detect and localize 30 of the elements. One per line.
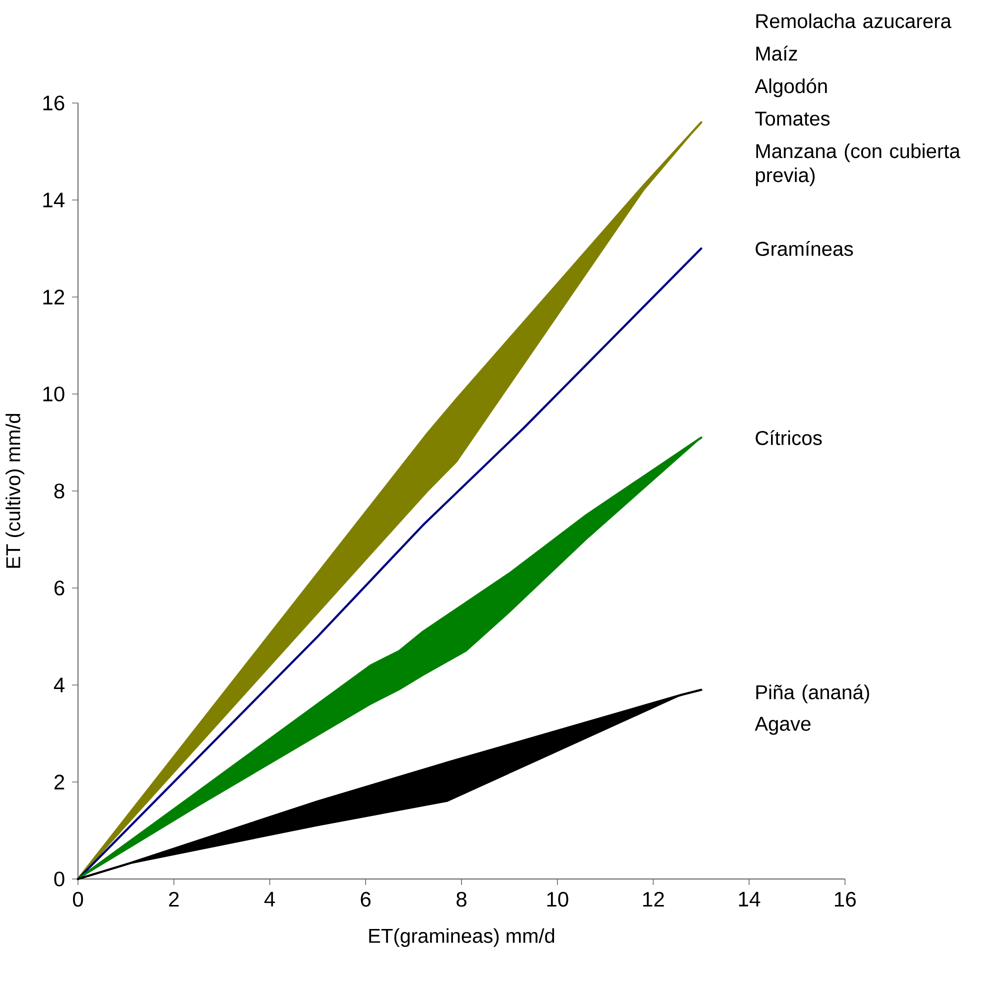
annotation: Manzana (con cubierta previa) — [756, 143, 960, 186]
annotation: Piña (ananá) — [756, 684, 870, 704]
annotation: Agave — [754, 716, 811, 735]
y-tick-label: 14 — [43, 192, 65, 208]
x-tick-label: 0 — [72, 892, 84, 907]
x-tick-label: 6 — [360, 892, 371, 907]
x-tick-label: 4 — [264, 892, 275, 906]
y-tick-label: 6 — [54, 580, 64, 596]
y-tick-label: 2 — [54, 774, 64, 790]
line-series — [76, 247, 702, 880]
y-tick-label: 4 — [54, 678, 65, 692]
y-tick-label: 10 — [43, 386, 64, 402]
annotation: Tomates — [755, 112, 830, 126]
x-tick-label: 10 — [547, 892, 568, 907]
x-tick-label: 8 — [456, 892, 466, 907]
x-tick-label: 14 — [739, 892, 760, 906]
text: Remolacha azucarera — [756, 13, 952, 28]
text: Gramíneas — [756, 241, 853, 256]
y-axis-title: ET (cultivo) mm/d — [6, 414, 24, 568]
x-axis-title: ET(gramineas) mm/d — [369, 928, 554, 947]
x-tick-label: 16 — [834, 892, 856, 907]
x-tick-label: 12 — [643, 892, 664, 907]
text: Maíz — [756, 46, 798, 61]
text: Algodón — [754, 78, 827, 98]
y-tick-label: 12 — [43, 290, 64, 304]
y-tick-label: 0 — [54, 872, 64, 886]
y-tick-label: 8 — [54, 484, 64, 498]
text: Cítricos — [756, 430, 822, 446]
x-tick-label: 2 — [169, 892, 179, 907]
y-tick-label: 16 — [43, 96, 64, 110]
